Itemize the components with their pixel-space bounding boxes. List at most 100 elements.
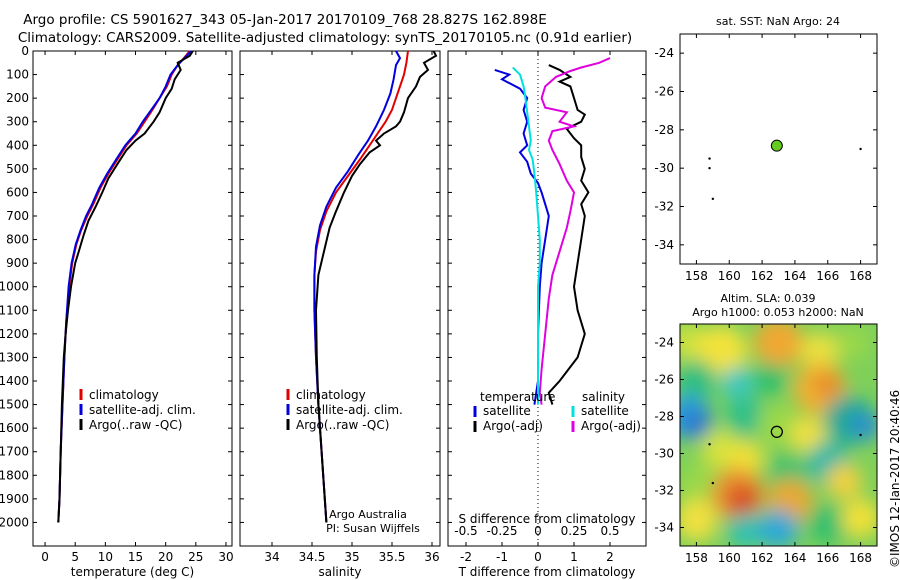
x-tick-label: 158 (685, 551, 708, 565)
x-tick-label: 158 (685, 269, 708, 283)
x-tick-label: 25 (188, 550, 203, 564)
chart-title-line-2: Climatology: CARS2009. Satellite-adjuste… (17, 30, 633, 46)
sla-blob (758, 509, 799, 546)
s-diff-tick-label: -0.25 (486, 524, 517, 538)
sla-blob (727, 484, 758, 515)
y-tick-label: -32 (654, 484, 674, 498)
legend-group-title: temperature (480, 390, 555, 404)
y-tick-label: 900 (6, 256, 29, 270)
sla-blobs (680, 324, 877, 546)
s-diff-xlabel: S difference from climatology (459, 512, 636, 526)
legend-entry: climatology (296, 388, 366, 402)
x-tick-label: 160 (718, 551, 741, 565)
x-tick-label: 162 (751, 269, 774, 283)
series-line-satellite-adj-clim- (57, 50, 192, 523)
series-line-climatology (57, 50, 191, 523)
sla-blob (840, 498, 877, 538)
x-tick-label: -1 (496, 550, 508, 564)
y-tick-label: 1900 (0, 492, 29, 506)
legend-entry: Argo(-adj) (483, 419, 543, 433)
legend-entry: Argo(..raw -QC) (89, 418, 182, 432)
salinity-panel: 34 34.5 35 35.5 36 salinity climatologysatelli… (239, 50, 441, 579)
sla-blob (725, 396, 766, 437)
difference-xlabel: T difference from climatology (458, 565, 636, 579)
sla-blob (757, 404, 800, 448)
legend-entry: Argo(-adj) (581, 419, 641, 433)
sla-blob (835, 326, 869, 359)
series-line-argo-raw-qc- (314, 50, 438, 523)
x-tick-label: 1 (570, 550, 578, 564)
y-tick-label: -28 (654, 123, 674, 137)
y-tick-label: 1000 (0, 280, 29, 294)
series-line-argo-raw-qc- (57, 50, 194, 523)
x-tick-label: 34 (264, 550, 279, 564)
sla-blob (753, 324, 804, 368)
x-tick-label: 168 (849, 551, 872, 565)
x-tick-label: 164 (783, 551, 806, 565)
x-tick-label: 5 (71, 550, 79, 564)
x-tick-label: 166 (816, 269, 839, 283)
y-tick-label: 2000 (0, 515, 29, 529)
sla-map-subtitle: Argo h1000: 0.053 h2000: NaN (692, 306, 864, 319)
temperature-panel: 0100200300400500600700800900100011001200… (0, 44, 234, 579)
series-line-temperature-satellite (494, 68, 550, 405)
x-tick-label: 160 (718, 269, 741, 283)
argo-point (859, 147, 862, 151)
temperature-axes-box (32, 50, 233, 547)
y-tick-label: -34 (654, 238, 674, 252)
sla-blob (680, 359, 717, 400)
x-tick-label: -2 (460, 550, 472, 564)
series-line-climatology (313, 50, 409, 523)
x-tick-label: 162 (751, 551, 774, 565)
sst-map-title: sat. SST: NaN Argo: 24 (716, 15, 840, 28)
float-location-marker (770, 425, 783, 438)
y-tick-label: -30 (654, 161, 674, 175)
sla_map-panel: 158 160 162 164 166 168 -24 -26 -28 -30 -32 -34 (654, 323, 878, 565)
x-tick-label: 35 (344, 550, 359, 564)
sst_map-axes-box (679, 33, 878, 265)
salinity-axes-box (239, 50, 441, 547)
legend-entry: satellite-adj. clim. (296, 403, 403, 417)
pi-annotation: PI: Susan Wijffels (326, 522, 420, 535)
y-tick-label: 1500 (0, 398, 29, 412)
sla-map-title: Altim. SLA: 0.039 (720, 292, 815, 305)
sla-blob (808, 504, 848, 544)
difference-axes-box (447, 50, 647, 547)
x-tick-label: 0 (41, 550, 49, 564)
x-tick-label: 10 (98, 550, 113, 564)
temperature-xlabel: temperature (deg C) (71, 565, 194, 579)
s-diff-tick-label: 0.25 (561, 524, 588, 538)
float-location-marker (770, 139, 783, 152)
s-diff-tick-label: 0 (534, 524, 542, 538)
y-tick-label: -34 (654, 521, 674, 535)
y-tick-label: 200 (6, 91, 29, 105)
x-tick-label: 34.5 (299, 550, 326, 564)
y-tick-label: 100 (6, 68, 29, 82)
sla-field (680, 324, 877, 546)
x-tick-label: 30 (218, 550, 233, 564)
y-tick-label: 600 (6, 185, 29, 199)
y-tick-label: 0 (21, 44, 29, 58)
argo-point (711, 197, 715, 201)
s-diff-tick-label: 0.5 (600, 524, 619, 538)
legend-entry: satellite-adj. clim. (89, 403, 196, 417)
salinity-xlabel: salinity (318, 565, 361, 579)
x-tick-label: 166 (816, 551, 839, 565)
argo-point (708, 443, 711, 446)
y-tick-label: 1100 (0, 303, 29, 317)
legend-entry: Argo(..raw -QC) (296, 418, 389, 432)
sla-blob (727, 513, 764, 546)
y-tick-label: 1400 (0, 374, 29, 388)
y-tick-label: 300 (6, 115, 29, 129)
sst_map-panel: 158 160 162 164 166 168 -24 -26 -28 -30 -32 -34 (654, 33, 878, 283)
legend-group-title: salinity (582, 390, 625, 404)
y-tick-label: 700 (6, 209, 29, 223)
argo-point (708, 166, 711, 170)
y-tick-label: 1600 (0, 421, 29, 435)
sla-blob (681, 409, 712, 439)
x-tick-label: 35.5 (379, 550, 406, 564)
y-tick-label: 1300 (0, 350, 29, 364)
argo-point (708, 157, 711, 160)
y-tick-label: 400 (6, 138, 29, 152)
